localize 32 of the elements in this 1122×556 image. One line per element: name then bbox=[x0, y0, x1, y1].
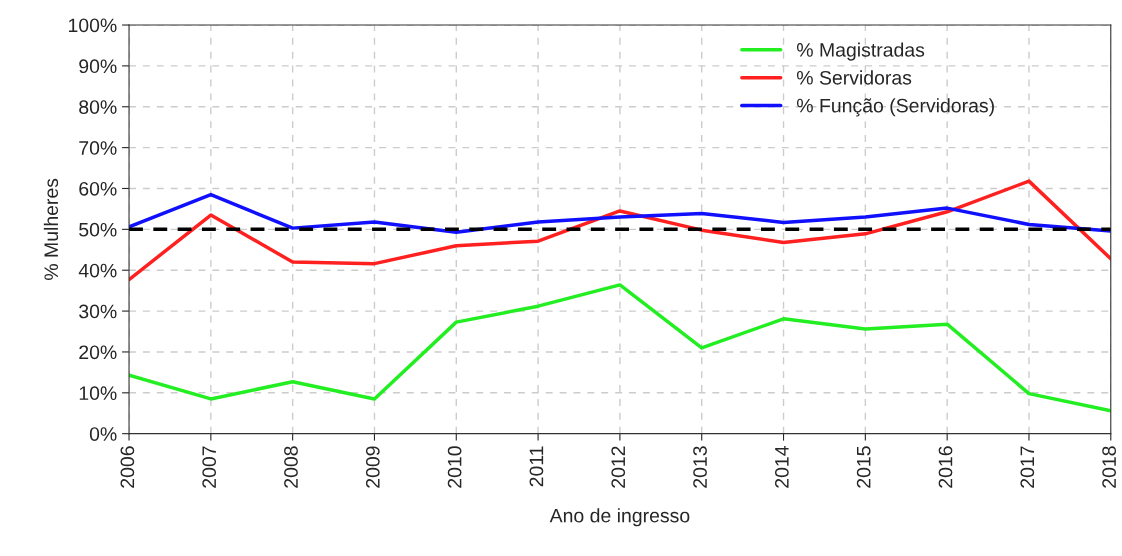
x-tick-label: 2006 bbox=[120, 446, 135, 488]
y-tick-label: 20% bbox=[79, 345, 117, 360]
x-tick-label: 2013 bbox=[693, 446, 707, 488]
legend-label: % Magistradas bbox=[796, 42, 925, 61]
line-series bbox=[129, 179, 1111, 282]
x-tick-label: 2012 bbox=[611, 446, 626, 488]
x-tick-label: 2007 bbox=[202, 446, 217, 488]
x-tick-label: 2017 bbox=[1020, 446, 1035, 488]
y-tick-label: 80% bbox=[79, 100, 117, 114]
x-tick-label: 2011 bbox=[529, 446, 544, 487]
y-tick-label: 50% bbox=[79, 222, 117, 237]
line-series bbox=[129, 192, 1111, 234]
x-tick-label: 2010 bbox=[447, 446, 462, 488]
y-tick-label: 100% bbox=[68, 18, 117, 33]
x-tick-label: 2015 bbox=[856, 446, 871, 488]
x-tick-label: 2008 bbox=[284, 446, 298, 488]
legend-label: % Função (Servidoras) bbox=[796, 98, 994, 117]
y-tick-label: 0% bbox=[89, 427, 117, 441]
x-axis-title: Ano de ingresso bbox=[549, 508, 690, 527]
x-tick-label: 2014 bbox=[774, 446, 789, 488]
y-tick-label: 30% bbox=[79, 304, 117, 319]
line-series bbox=[129, 283, 1111, 413]
y-tick-label: 70% bbox=[79, 141, 117, 155]
y-axis-title: % Mulheres bbox=[43, 178, 59, 280]
y-tick-label: 60% bbox=[79, 181, 117, 196]
x-tick-label: 2018 bbox=[1102, 446, 1116, 488]
x-tick-label: 2016 bbox=[938, 446, 953, 488]
legend-label: % Servidoras bbox=[796, 70, 912, 85]
y-tick-label: 90% bbox=[79, 59, 117, 74]
y-tick-label: 10% bbox=[79, 386, 117, 401]
x-tick-label: 2009 bbox=[365, 446, 380, 488]
y-tick-label: 40% bbox=[78, 263, 117, 278]
